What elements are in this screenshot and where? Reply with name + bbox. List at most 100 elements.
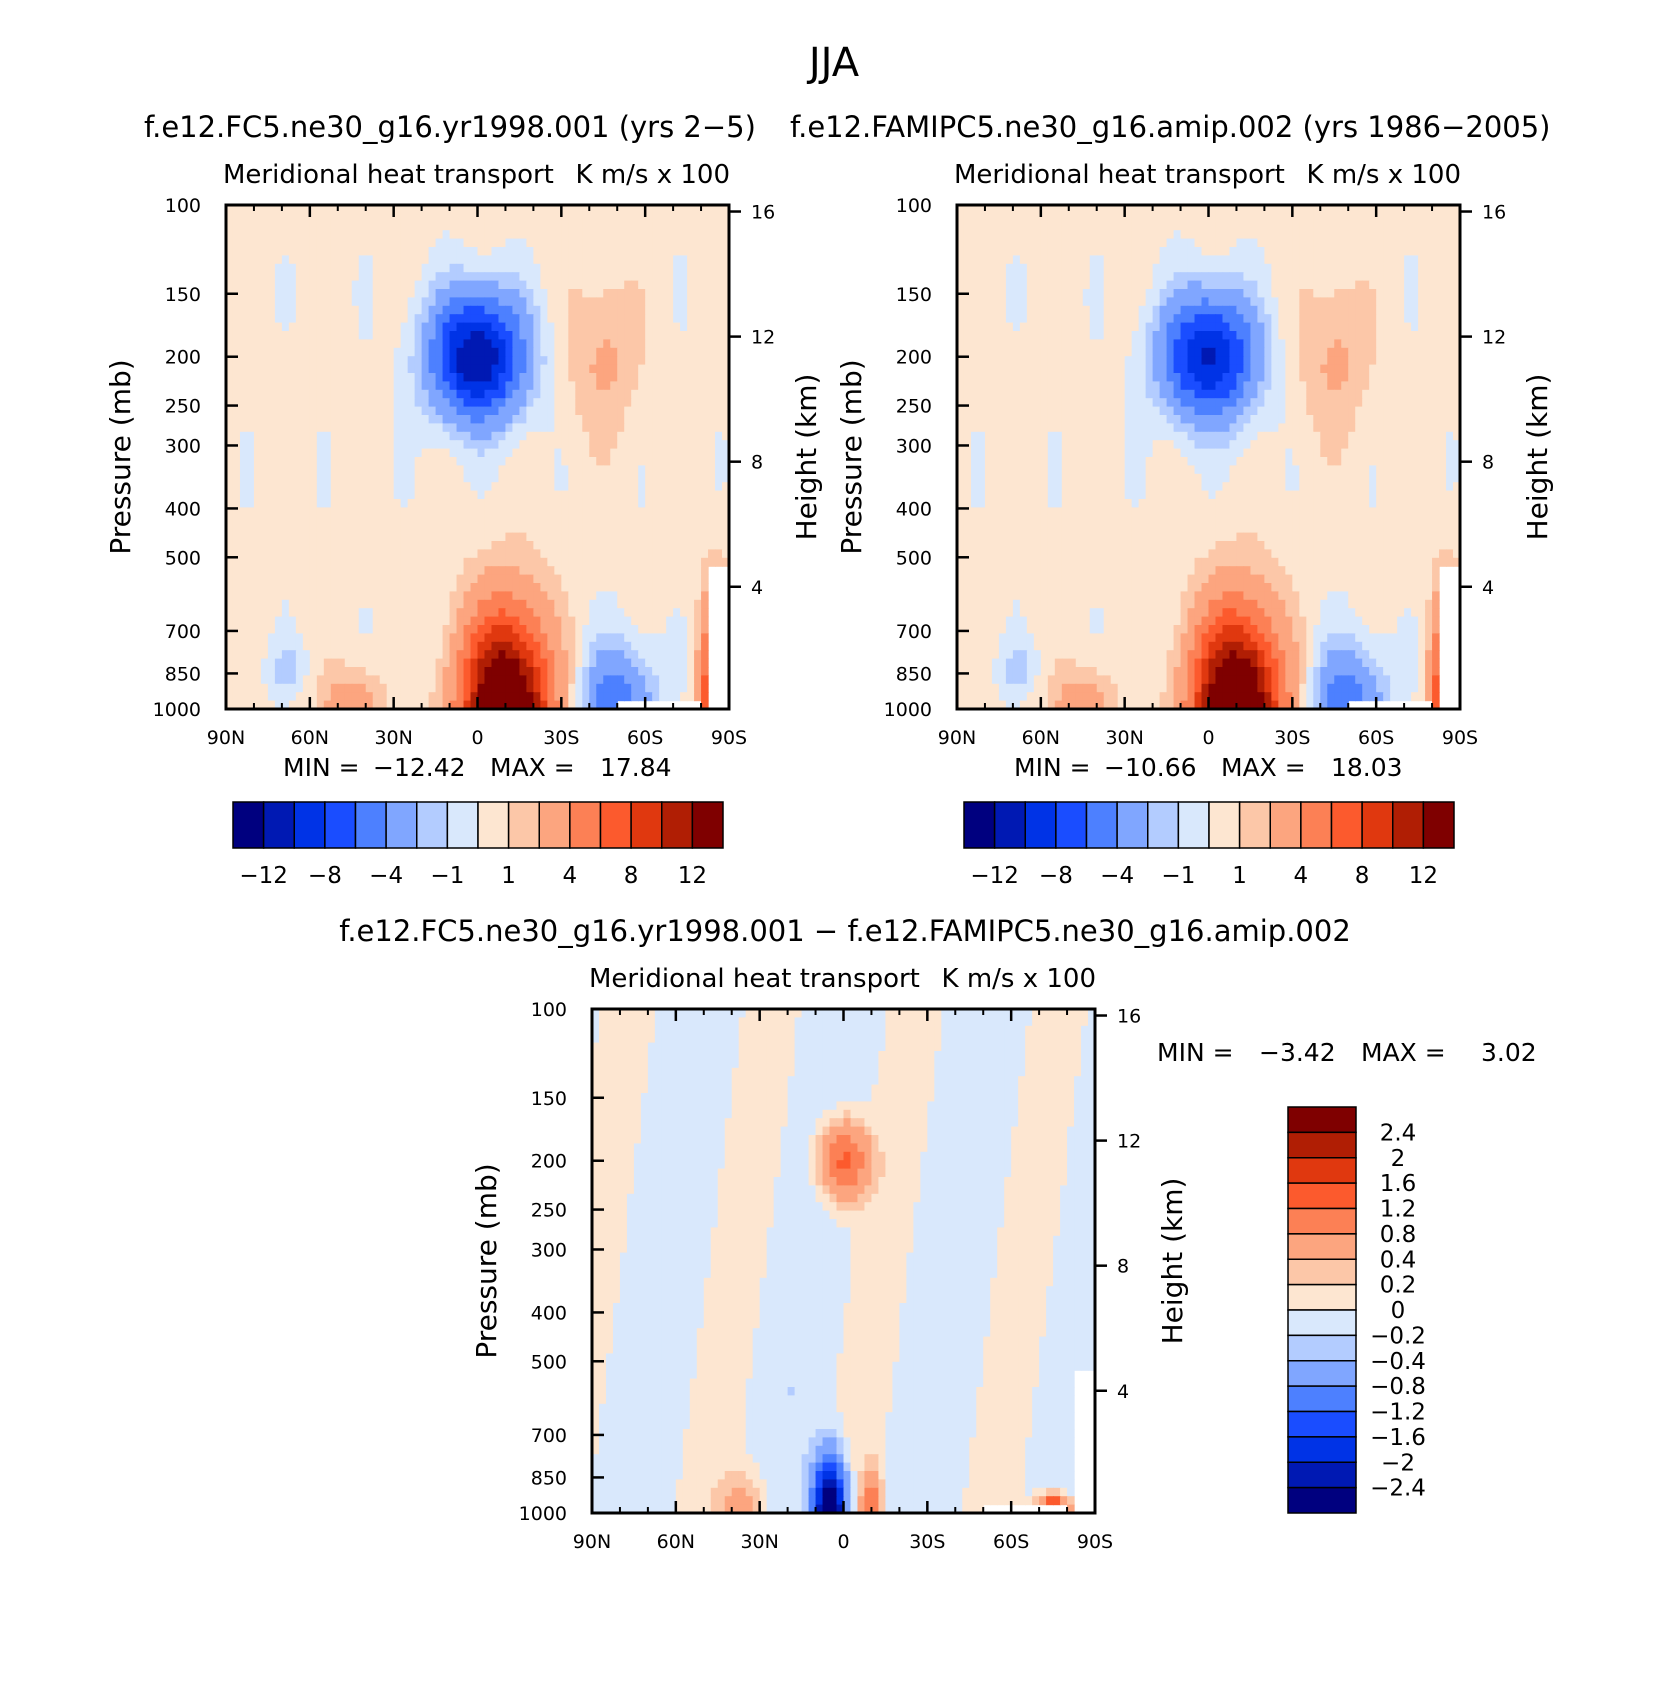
panel-1-field-cell bbox=[316, 205, 325, 214]
panel-1-field-cell bbox=[379, 322, 388, 332]
panel-1-field-cell bbox=[680, 482, 688, 492]
panel-1-field-cell bbox=[561, 532, 569, 542]
panel-1-field-cell bbox=[407, 356, 416, 366]
panel-1-field-cell bbox=[365, 507, 374, 517]
panel-1-field-cell bbox=[428, 683, 437, 693]
panel-1-field-cell bbox=[288, 373, 297, 382]
panel-1-field-cell bbox=[449, 473, 458, 483]
panel-1-field-cell bbox=[701, 650, 709, 660]
panel-1-field-cell bbox=[610, 255, 618, 265]
panel-1-field-cell bbox=[680, 381, 688, 391]
panel-1-field-cell bbox=[617, 683, 625, 693]
panel-1-field-cell bbox=[701, 373, 709, 382]
panel-1-field-cell bbox=[288, 566, 297, 576]
panel-1-field-cell bbox=[519, 633, 528, 643]
panel-1-field-cell bbox=[246, 389, 255, 399]
panel-1-field-cell bbox=[246, 415, 255, 424]
panel-1-field-cell bbox=[379, 347, 388, 357]
panel-1-field-cell bbox=[358, 322, 367, 332]
panel-1-field-cell bbox=[561, 331, 569, 340]
panel-1-field-cell bbox=[407, 641, 416, 651]
panel-2-field-cell bbox=[977, 247, 986, 256]
panel-1-field-cell bbox=[442, 507, 451, 517]
panel-1-field-cell bbox=[526, 633, 534, 643]
panel-1-field-cell bbox=[582, 373, 590, 382]
panel-1-field-cell bbox=[638, 683, 646, 693]
panel-2-field-cell bbox=[1117, 247, 1126, 256]
panel-1-field-cell bbox=[491, 675, 500, 685]
panel-1-field-cell bbox=[498, 465, 507, 475]
panel-1-field-cell bbox=[701, 255, 709, 265]
panel-1-field-cell bbox=[631, 692, 639, 702]
panel-1-field-cell bbox=[568, 331, 576, 340]
panel-1-field-cell bbox=[617, 339, 625, 349]
panel-1-field-cell bbox=[281, 625, 290, 634]
panel-1-field-cell bbox=[561, 499, 569, 508]
panel-1-field-cell bbox=[302, 205, 311, 214]
panel-1-field-cell bbox=[358, 574, 367, 584]
panel-1-field-cell bbox=[610, 406, 618, 416]
panel-1-field-cell bbox=[554, 574, 562, 584]
panel-1-field-cell bbox=[281, 599, 290, 609]
panel-2-field-cell bbox=[1397, 255, 1405, 265]
panel-1-field-cell bbox=[561, 675, 569, 685]
panel-1-field-cell bbox=[596, 541, 604, 550]
panel-1-field-cell bbox=[358, 566, 367, 576]
panel-1-field-cell bbox=[596, 692, 604, 702]
panel-1-field-cell bbox=[519, 289, 528, 298]
panel-1-field-cell bbox=[463, 297, 472, 307]
panel-2-field-cell bbox=[1173, 205, 1182, 214]
panel-1-field-cell bbox=[715, 406, 723, 416]
panel-1-field-cell bbox=[701, 347, 709, 357]
panel-2-field-cell bbox=[1334, 255, 1342, 265]
panel-1-field-cell bbox=[372, 272, 381, 282]
panel-1-field-cell bbox=[526, 322, 534, 332]
panel-1-field-cell bbox=[708, 482, 716, 492]
panel-1-field-cell bbox=[526, 247, 534, 256]
panel-1-field-cell bbox=[575, 692, 583, 702]
panel-1-field-cell bbox=[463, 482, 472, 492]
panel-1-field-cell bbox=[561, 457, 569, 466]
panel-1-field-cell bbox=[666, 272, 674, 282]
panel-1-field-cell bbox=[239, 566, 248, 576]
panel-1-field-cell bbox=[610, 499, 618, 508]
panel-1-field-cell bbox=[330, 482, 339, 492]
panel-1-field-cell bbox=[414, 205, 423, 214]
panel-1-field-cell bbox=[316, 440, 325, 450]
panel-1-field-cell bbox=[421, 465, 430, 475]
panel-1-field-cell bbox=[267, 289, 276, 298]
panel-2-field-cell bbox=[1362, 230, 1370, 240]
panel-1-field-cell bbox=[575, 331, 583, 340]
panel-1-field-cell bbox=[456, 524, 465, 534]
panel-1-field-cell bbox=[253, 692, 262, 702]
panel-1-field-cell bbox=[323, 490, 332, 500]
panel-1-field-cell bbox=[673, 574, 681, 584]
panel-1-field-cell bbox=[617, 532, 625, 542]
panel-2-field-cell bbox=[1194, 213, 1203, 223]
panel-1-field-cell bbox=[673, 499, 681, 508]
panel-1-field-cell bbox=[554, 549, 562, 559]
panel-1-field-cell bbox=[638, 473, 646, 483]
panel-2-field-cell bbox=[1222, 230, 1231, 240]
panel-1-field-cell bbox=[330, 658, 339, 668]
panel-2-field-cell bbox=[1236, 205, 1245, 214]
panel-1-field-cell bbox=[386, 532, 395, 542]
panel-1-field-cell bbox=[302, 398, 311, 408]
panel-1-field-cell bbox=[386, 515, 395, 525]
panel-1-field-cell bbox=[547, 667, 555, 676]
panel-1-field-cell bbox=[498, 507, 507, 517]
panel-1-field-cell bbox=[694, 465, 702, 475]
panel-1-field-cell bbox=[414, 255, 423, 265]
panel-1-field-cell bbox=[344, 213, 353, 223]
panel-1-field-cell bbox=[456, 406, 465, 416]
panel-2-field-cell bbox=[1110, 213, 1119, 223]
panel-2-field-cell bbox=[1131, 205, 1140, 214]
panel-1-field-cell bbox=[582, 205, 590, 214]
panel-1-field-cell bbox=[645, 490, 653, 500]
panel-1-field-cell bbox=[631, 549, 639, 559]
panel-1-field-cell bbox=[603, 339, 611, 349]
panel-1-field-cell bbox=[323, 230, 332, 240]
panel-1-field-cell bbox=[512, 641, 521, 651]
panel-1-field-cell bbox=[519, 339, 528, 349]
panel-1-field-cell bbox=[295, 566, 304, 576]
